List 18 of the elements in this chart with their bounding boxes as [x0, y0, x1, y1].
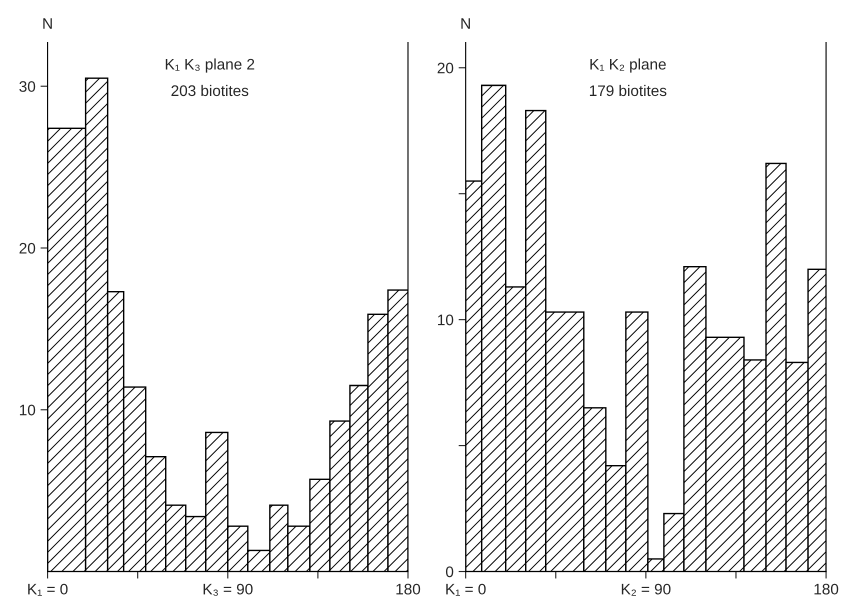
x-tick-label: 180	[396, 584, 420, 595]
y-tick-label: 20	[20, 242, 36, 254]
x-tick-label: K₁ = 0	[446, 584, 486, 596]
x-tick-label: K₂ = 90	[622, 584, 671, 596]
text: K₁ K₃ plane 2	[166, 58, 254, 73]
x-tick-label: 180	[814, 584, 838, 595]
y-tick-label: 20	[438, 62, 454, 74]
y-axis-title: N	[461, 18, 470, 29]
x-tick-label: K₃ = 90	[204, 584, 253, 596]
y-tick-label: 0	[446, 566, 454, 578]
text: 179 biotites	[590, 84, 666, 96]
text: 203 biotites	[171, 84, 248, 96]
y-tick-label: 10	[20, 404, 36, 416]
y-tick-label: 30	[19, 81, 36, 92]
y-axis-title: N	[43, 18, 52, 29]
text: K₁ K₂ plane	[590, 58, 666, 73]
x-tick-label: K₁ = 0	[28, 584, 68, 596]
y-tick-label: 10	[438, 314, 454, 326]
